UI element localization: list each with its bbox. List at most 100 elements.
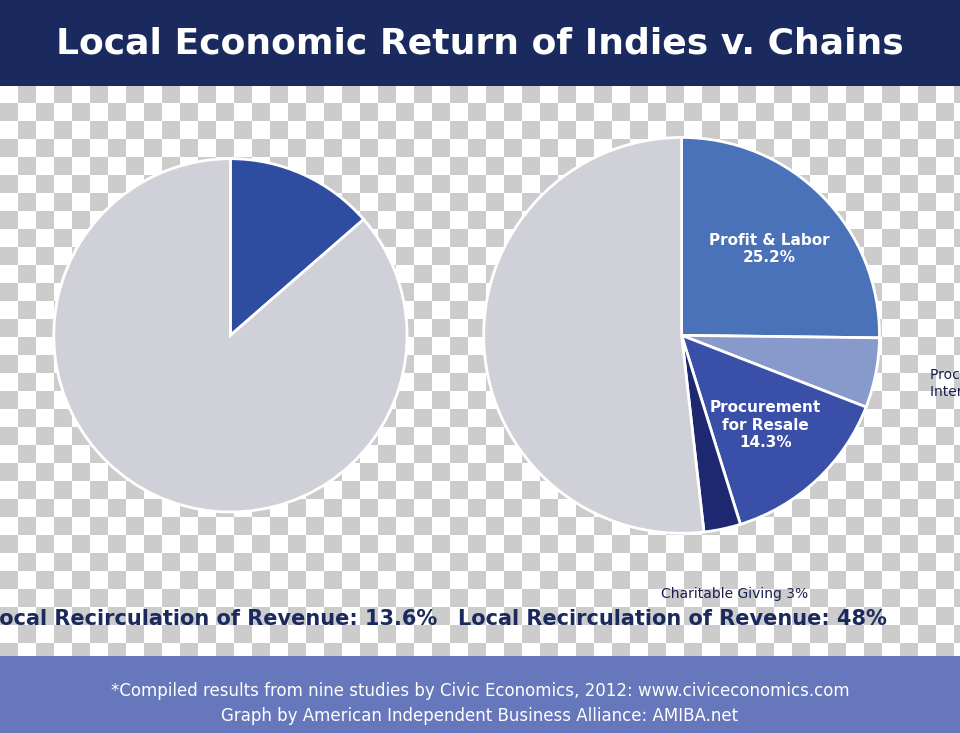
Bar xyxy=(738,445,756,463)
Bar xyxy=(774,103,792,121)
Bar xyxy=(810,211,828,229)
Bar xyxy=(468,157,486,175)
Bar xyxy=(288,589,306,607)
Bar xyxy=(738,31,756,49)
Bar xyxy=(324,67,342,85)
Bar xyxy=(936,373,954,391)
Bar xyxy=(468,589,486,607)
Bar xyxy=(648,355,666,373)
Bar xyxy=(378,193,396,211)
Bar xyxy=(468,67,486,85)
Bar xyxy=(486,85,504,103)
Bar xyxy=(954,247,960,265)
Bar xyxy=(594,589,612,607)
Bar xyxy=(36,139,54,157)
Bar xyxy=(828,337,846,355)
Bar xyxy=(612,355,630,373)
Bar xyxy=(756,679,774,697)
Bar xyxy=(396,0,414,13)
Bar xyxy=(234,265,252,283)
Bar xyxy=(270,679,288,697)
Bar xyxy=(126,391,144,409)
Bar xyxy=(198,67,216,85)
Bar xyxy=(504,157,522,175)
Bar xyxy=(360,157,378,175)
Bar xyxy=(720,445,738,463)
Bar xyxy=(324,337,342,355)
Bar xyxy=(612,193,630,211)
Bar xyxy=(900,229,918,247)
Bar xyxy=(630,265,648,283)
Bar xyxy=(540,391,558,409)
Bar xyxy=(792,13,810,31)
Bar xyxy=(882,391,900,409)
Bar xyxy=(702,31,720,49)
Bar xyxy=(216,607,234,625)
Bar xyxy=(198,391,216,409)
Bar xyxy=(954,643,960,661)
Bar xyxy=(0,589,18,607)
Bar xyxy=(360,319,378,337)
Bar xyxy=(360,67,378,85)
Bar xyxy=(216,463,234,481)
Bar xyxy=(126,427,144,445)
Bar xyxy=(72,85,90,103)
Bar xyxy=(720,139,738,157)
Bar xyxy=(18,193,36,211)
Bar xyxy=(270,499,288,517)
Bar xyxy=(414,535,432,553)
Bar xyxy=(288,355,306,373)
Bar xyxy=(558,391,576,409)
Bar xyxy=(522,679,540,697)
Bar xyxy=(648,679,666,697)
Bar xyxy=(216,103,234,121)
Bar xyxy=(288,157,306,175)
Bar xyxy=(540,283,558,301)
Bar xyxy=(720,283,738,301)
Bar xyxy=(126,553,144,571)
Bar xyxy=(702,355,720,373)
Bar xyxy=(162,697,180,715)
Bar xyxy=(576,337,594,355)
Bar xyxy=(612,103,630,121)
Bar xyxy=(342,679,360,697)
Bar xyxy=(90,31,108,49)
Bar xyxy=(864,193,882,211)
Bar xyxy=(558,211,576,229)
Bar xyxy=(18,175,36,193)
Bar xyxy=(18,445,36,463)
Bar xyxy=(234,481,252,499)
Bar xyxy=(846,247,864,265)
Bar xyxy=(450,643,468,661)
Bar xyxy=(432,607,450,625)
Bar xyxy=(252,679,270,697)
Bar xyxy=(756,643,774,661)
Bar xyxy=(396,49,414,67)
Bar xyxy=(360,535,378,553)
Bar xyxy=(558,193,576,211)
Bar xyxy=(558,535,576,553)
Bar xyxy=(684,283,702,301)
Bar xyxy=(882,0,900,13)
Bar xyxy=(720,625,738,643)
Bar xyxy=(810,355,828,373)
Bar xyxy=(738,0,756,13)
Bar xyxy=(936,535,954,553)
Bar xyxy=(270,571,288,589)
Bar xyxy=(810,319,828,337)
Bar xyxy=(378,211,396,229)
Bar xyxy=(792,85,810,103)
Bar xyxy=(882,319,900,337)
Bar xyxy=(774,391,792,409)
Bar xyxy=(774,49,792,67)
Bar xyxy=(828,157,846,175)
Bar xyxy=(504,319,522,337)
Bar xyxy=(180,319,198,337)
Bar xyxy=(666,301,684,319)
Bar xyxy=(504,283,522,301)
Bar xyxy=(288,49,306,67)
Bar xyxy=(936,481,954,499)
Bar xyxy=(918,661,936,679)
Bar xyxy=(756,355,774,373)
Bar xyxy=(792,175,810,193)
